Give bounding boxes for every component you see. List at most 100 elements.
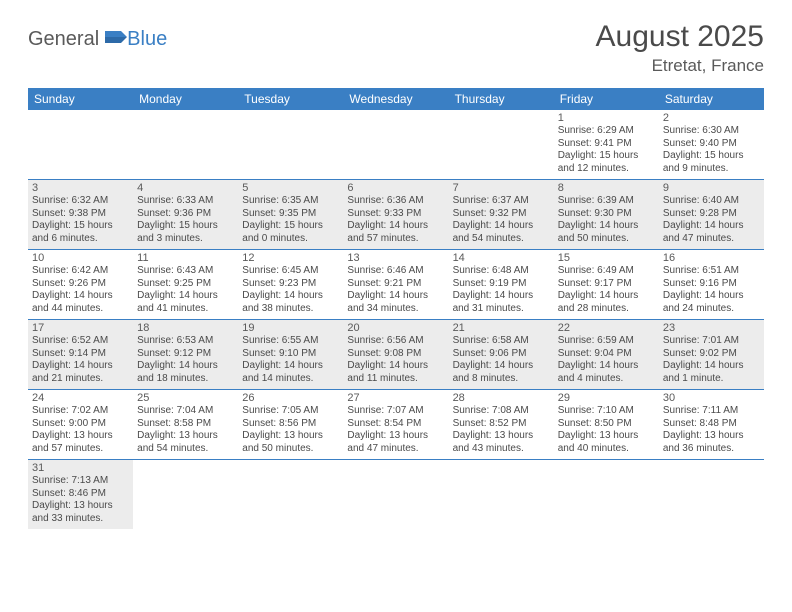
sunset-text: Sunset: 9:38 PM [32,208,129,221]
daylight2-text: and 0 minutes. [242,233,339,246]
week-row: 24Sunrise: 7:02 AMSunset: 9:00 PMDayligh… [28,390,764,460]
daylight1-text: Daylight: 14 hours [453,360,550,373]
day-cell: 7Sunrise: 6:37 AMSunset: 9:32 PMDaylight… [449,180,554,250]
logo-text-general: General [28,28,99,51]
sunset-text: Sunset: 9:12 PM [137,348,234,361]
sunrise-text: Sunrise: 6:37 AM [453,195,550,208]
sunset-text: Sunset: 9:19 PM [453,278,550,291]
day-cell: 9Sunrise: 6:40 AMSunset: 9:28 PMDaylight… [659,180,764,250]
sunrise-text: Sunrise: 6:43 AM [137,265,234,278]
daylight2-text: and 57 minutes. [347,233,444,246]
daylight1-text: Daylight: 14 hours [242,360,339,373]
day-cell: 31Sunrise: 7:13 AMSunset: 8:46 PMDayligh… [28,460,133,530]
daylight2-text: and 50 minutes. [242,443,339,456]
day-cell: 13Sunrise: 6:46 AMSunset: 9:21 PMDayligh… [343,250,448,320]
sunrise-text: Sunrise: 7:04 AM [137,405,234,418]
day-cell: 8Sunrise: 6:39 AMSunset: 9:30 PMDaylight… [554,180,659,250]
week-row: 1Sunrise: 6:29 AMSunset: 9:41 PMDaylight… [28,110,764,180]
day-header-mon: Monday [133,88,238,110]
sunset-text: Sunset: 9:33 PM [347,208,444,221]
day-number: 12 [242,252,339,264]
daylight1-text: Daylight: 13 hours [242,430,339,443]
daylight2-text: and 41 minutes. [137,303,234,316]
daylight2-text: and 18 minutes. [137,373,234,386]
day-number: 30 [663,392,760,404]
daylight1-text: Daylight: 14 hours [347,290,444,303]
day-number: 23 [663,322,760,334]
sunrise-text: Sunrise: 7:07 AM [347,405,444,418]
daylight2-text: and 47 minutes. [347,443,444,456]
sunrise-text: Sunrise: 6:33 AM [137,195,234,208]
day-number: 10 [32,252,129,264]
daylight1-text: Daylight: 13 hours [137,430,234,443]
day-cell: 29Sunrise: 7:10 AMSunset: 8:50 PMDayligh… [554,390,659,460]
sunrise-text: Sunrise: 7:10 AM [558,405,655,418]
calendar-page: General Blue August 2025 Etretat, France… [0,0,792,549]
day-number: 22 [558,322,655,334]
daylight1-text: Daylight: 15 hours [137,220,234,233]
day-cell: 10Sunrise: 6:42 AMSunset: 9:26 PMDayligh… [28,250,133,320]
logo-text-blue: Blue [127,28,167,51]
daylight1-text: Daylight: 14 hours [137,290,234,303]
day-cell: 5Sunrise: 6:35 AMSunset: 9:35 PMDaylight… [238,180,343,250]
sunrise-text: Sunrise: 6:58 AM [453,335,550,348]
day-cell: 2Sunrise: 6:30 AMSunset: 9:40 PMDaylight… [659,110,764,180]
day-number: 31 [32,462,129,474]
day-cell [449,460,554,530]
day-cell: 11Sunrise: 6:43 AMSunset: 9:25 PMDayligh… [133,250,238,320]
daylight2-text: and 6 minutes. [32,233,129,246]
sunset-text: Sunset: 8:46 PM [32,488,129,501]
daylight2-text: and 3 minutes. [137,233,234,246]
sunrise-text: Sunrise: 6:42 AM [32,265,129,278]
sunset-text: Sunset: 9:02 PM [663,348,760,361]
day-cell [343,110,448,180]
daylight2-text: and 21 minutes. [32,373,129,386]
sunrise-text: Sunrise: 7:05 AM [242,405,339,418]
day-number: 3 [32,182,129,194]
day-cell: 24Sunrise: 7:02 AMSunset: 9:00 PMDayligh… [28,390,133,460]
daylight2-text: and 54 minutes. [137,443,234,456]
daylight2-text: and 8 minutes. [453,373,550,386]
day-cell: 14Sunrise: 6:48 AMSunset: 9:19 PMDayligh… [449,250,554,320]
sunset-text: Sunset: 9:17 PM [558,278,655,291]
daylight1-text: Daylight: 14 hours [558,290,655,303]
sunrise-text: Sunrise: 6:46 AM [347,265,444,278]
day-number: 26 [242,392,339,404]
daylight1-text: Daylight: 15 hours [242,220,339,233]
sunrise-text: Sunrise: 7:13 AM [32,475,129,488]
daylight2-text: and 12 minutes. [558,163,655,176]
daylight1-text: Daylight: 13 hours [558,430,655,443]
day-number: 28 [453,392,550,404]
day-cell: 3Sunrise: 6:32 AMSunset: 9:38 PMDaylight… [28,180,133,250]
day-number: 20 [347,322,444,334]
sunset-text: Sunset: 8:58 PM [137,418,234,431]
day-header-fri: Friday [554,88,659,110]
daylight2-text: and 24 minutes. [663,303,760,316]
daylight2-text: and 33 minutes. [32,513,129,526]
day-cell [238,110,343,180]
day-number: 6 [347,182,444,194]
day-number: 13 [347,252,444,264]
day-cell: 19Sunrise: 6:55 AMSunset: 9:10 PMDayligh… [238,320,343,390]
sunrise-text: Sunrise: 7:11 AM [663,405,760,418]
day-cell [133,460,238,530]
sunrise-text: Sunrise: 6:56 AM [347,335,444,348]
day-number: 11 [137,252,234,264]
week-row: 31Sunrise: 7:13 AMSunset: 8:46 PMDayligh… [28,460,764,530]
daylight2-text: and 9 minutes. [663,163,760,176]
sunset-text: Sunset: 9:04 PM [558,348,655,361]
day-number: 21 [453,322,550,334]
day-cell: 16Sunrise: 6:51 AMSunset: 9:16 PMDayligh… [659,250,764,320]
day-cell: 12Sunrise: 6:45 AMSunset: 9:23 PMDayligh… [238,250,343,320]
sunset-text: Sunset: 8:54 PM [347,418,444,431]
daylight2-text: and 54 minutes. [453,233,550,246]
day-cell [133,110,238,180]
sunset-text: Sunset: 9:41 PM [558,138,655,151]
daylight1-text: Daylight: 13 hours [453,430,550,443]
daylight1-text: Daylight: 14 hours [32,360,129,373]
daylight2-text: and 57 minutes. [32,443,129,456]
sunrise-text: Sunrise: 6:53 AM [137,335,234,348]
sunset-text: Sunset: 8:52 PM [453,418,550,431]
day-cell: 6Sunrise: 6:36 AMSunset: 9:33 PMDaylight… [343,180,448,250]
day-cell: 15Sunrise: 6:49 AMSunset: 9:17 PMDayligh… [554,250,659,320]
